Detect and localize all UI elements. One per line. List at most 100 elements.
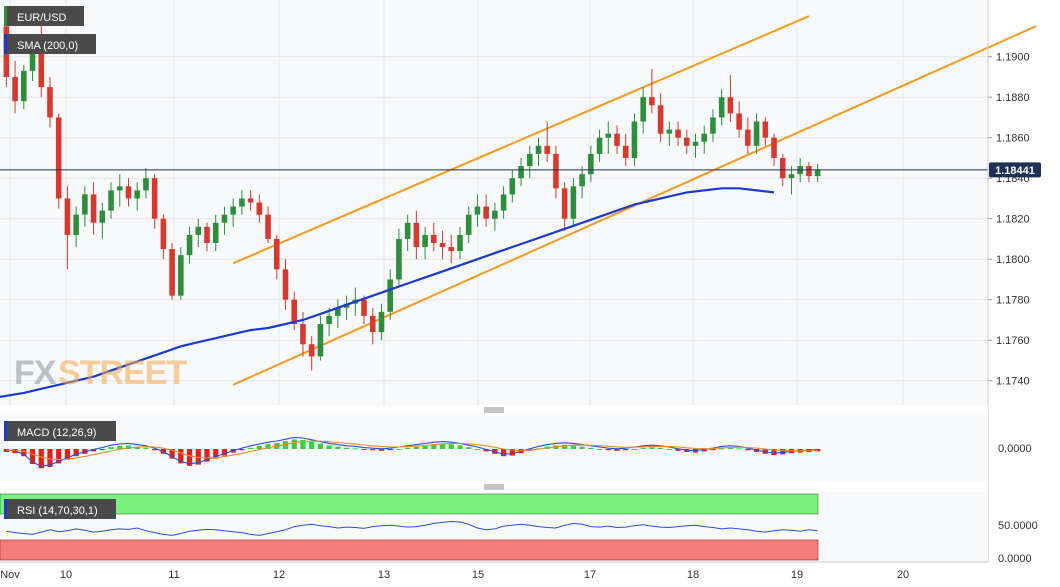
candle-body (335, 307, 341, 316)
panel-resize-handle-1[interactable] (0, 405, 988, 415)
candle-body (64, 198, 71, 235)
macd-bar (701, 449, 707, 452)
macd-axis-tick: 0.0000 (998, 443, 1032, 455)
candles (3, 16, 821, 371)
macd-bar (317, 443, 324, 449)
candle-body (396, 238, 402, 280)
candle-body (640, 97, 646, 122)
candle-body (675, 129, 681, 138)
macd-bar (90, 449, 97, 452)
candle-body (413, 222, 420, 248)
candle-body (221, 214, 228, 223)
macd-bar (73, 449, 79, 457)
time-tick-label: 11 (168, 569, 179, 581)
fxstreet-watermark: FX STREET (14, 354, 188, 392)
candle-body (282, 269, 289, 300)
candle-body (631, 121, 638, 158)
candle-body (596, 137, 603, 154)
candle-body (657, 105, 664, 134)
macd-bar (439, 443, 446, 449)
candle-body (160, 218, 167, 250)
svg-text:STREET: STREET (58, 354, 187, 392)
price-panel-bg (0, 0, 988, 405)
candle-body (422, 234, 428, 248)
macd-bar (640, 447, 646, 449)
candle-body (82, 194, 88, 215)
panel-resize-handle-2[interactable] (0, 482, 988, 492)
macd-bar (727, 447, 734, 449)
macd-bar (771, 449, 777, 455)
macd-bar (605, 449, 611, 451)
candle-body (90, 194, 97, 223)
macd-bar (370, 449, 376, 451)
macd-bar (466, 447, 472, 449)
macd-bar (500, 449, 507, 457)
time-tick-label: Nov (0, 569, 20, 581)
candle-body (474, 206, 481, 215)
candle-body (12, 76, 18, 102)
macd-bar (38, 449, 44, 469)
time-axis: Nov 10 11 12 13 15 17 18 19 20 (0, 561, 988, 581)
time-tick-label: 19 (791, 569, 803, 581)
rsi-overbought-zone (0, 493, 819, 515)
candle-body (814, 170, 821, 177)
macd-bar (413, 446, 419, 449)
candle-body (448, 247, 455, 252)
candle-body (404, 222, 411, 239)
sma-tag: SMA (200,0) (4, 34, 96, 54)
rsi-axis-tick-0: 0.0000 (998, 553, 1032, 565)
candle-body (256, 202, 263, 215)
macd-bar (396, 449, 402, 450)
candle-body (47, 87, 53, 118)
time-tick-label: 12 (273, 569, 285, 581)
macd-bar (570, 445, 576, 449)
candle-body (308, 344, 315, 357)
macd-bar (108, 447, 114, 449)
rsi-label: RSI (14,70,30,1) (17, 505, 98, 517)
candle-body (273, 238, 280, 270)
candle-body (605, 133, 612, 138)
candle-body (570, 186, 577, 219)
candle-body (579, 174, 585, 187)
time-tick-label: 17 (584, 569, 596, 581)
candle-body (771, 137, 777, 158)
macd-signal-line (6, 440, 818, 461)
candle-body (247, 198, 254, 203)
candle-body (553, 153, 559, 189)
macd-bar (64, 449, 71, 460)
macd-bar (134, 446, 140, 449)
macd-bar (378, 449, 385, 451)
macd-bar (457, 445, 463, 449)
candle-body (588, 153, 594, 175)
macd-bar (710, 449, 716, 451)
candle-body (73, 214, 79, 235)
macd-bar (99, 449, 105, 450)
macd-bar (614, 449, 620, 451)
macd-bar (56, 449, 62, 464)
candle-body (134, 190, 141, 199)
macd-bar (361, 449, 367, 450)
candle-body (212, 222, 219, 243)
candle-body (718, 97, 725, 118)
macd-bar (719, 448, 725, 450)
candle-body (431, 234, 437, 243)
macd-bar (213, 449, 219, 459)
time-tick-label: 10 (60, 569, 72, 581)
candle-body (492, 210, 498, 219)
candle-body (21, 70, 27, 102)
macd-panel: 0.0000 MACD (12,26,9) (0, 415, 1032, 482)
macd-bar (579, 446, 585, 449)
candle-body (387, 279, 393, 312)
macd-bar (623, 449, 629, 451)
candle-body (178, 255, 184, 296)
macd-bar (596, 449, 603, 450)
macd-bar (387, 449, 393, 451)
macd-bar (178, 449, 184, 464)
current-price-badge: 1.18441 (989, 162, 1041, 178)
macd-bar (335, 446, 341, 449)
candle-body (692, 141, 699, 146)
candle-body (526, 153, 533, 167)
macd-bar (474, 449, 481, 450)
candle-body (509, 178, 516, 195)
candle-body (169, 249, 175, 296)
